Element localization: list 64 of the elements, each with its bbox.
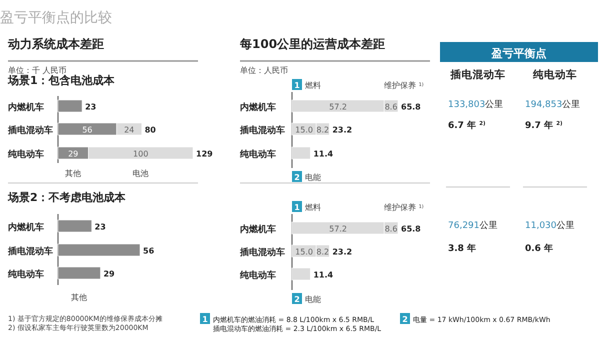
text: 9.7 年 $^{2)}$ xyxy=(525,120,562,131)
series-label: 电池 xyxy=(132,169,149,178)
data-label: 57.2 xyxy=(329,224,347,234)
data-label: 8.2 xyxy=(316,126,330,134)
data-label: 29 xyxy=(103,270,116,278)
text: 11,030公里 xyxy=(525,220,574,231)
data-label: 57.2 xyxy=(329,102,347,112)
y-tick-label: 纯电动车 xyxy=(7,269,44,280)
data-label: 56 xyxy=(143,246,155,256)
y-tick-label: 插电混动车 xyxy=(7,246,53,257)
y-tick-label: 纯电动车 xyxy=(239,149,276,160)
bar xyxy=(292,146,311,160)
chart-title: 动力系统成本差距 xyxy=(7,37,104,51)
chart-title: 场景2：不考虑电池成本 xyxy=(7,191,127,204)
data-label: 15.0 xyxy=(295,126,313,134)
y-tick-label: 插电混动车 xyxy=(239,125,285,136)
text: 194,853公里 xyxy=(525,99,580,110)
y-tick-label: 内燃机车 xyxy=(240,102,276,113)
text: 单位：人民币 xyxy=(240,66,288,75)
text: 盈亏平衡点 xyxy=(490,47,546,60)
category-label: 纯电动车 xyxy=(532,68,577,81)
series-label: 其他 xyxy=(71,293,88,302)
total-label: 11.4 xyxy=(313,270,334,280)
data-label: 15.0 xyxy=(295,248,313,256)
text: 6.7 年 $^{2)}$ xyxy=(448,120,486,131)
total-label: 11.4 xyxy=(313,150,334,158)
data-label: 8.6 xyxy=(384,224,398,234)
data-label: 56 xyxy=(82,126,92,134)
text: 单位：千 人民币 xyxy=(8,66,67,75)
data-label: 8.2 xyxy=(316,248,330,256)
total-label: 23.2 xyxy=(332,248,352,256)
bar xyxy=(292,268,311,280)
series-label: 2 电能 xyxy=(294,173,321,182)
chart-title: 每100公里的运营成本差距 xyxy=(239,37,386,51)
text: 0.6 年 xyxy=(525,243,554,254)
total-label: 65.8 xyxy=(401,102,422,112)
text: 盈亏平衡点的比较 xyxy=(0,10,112,26)
total-label: 129 xyxy=(196,150,214,158)
y-tick-label: 内燃机车 xyxy=(8,102,44,113)
data-label: 8.6 xyxy=(384,102,398,112)
series-label: 1 燃料 xyxy=(294,81,321,90)
y-tick-label: 纯电动车 xyxy=(7,149,44,160)
y-tick-label: 插电混动车 xyxy=(239,247,285,258)
y-tick-label: 内燃机车 xyxy=(240,224,276,235)
series-label: 1 燃料 xyxy=(294,203,321,212)
data-label: 23 xyxy=(94,222,106,232)
chart-subtitle: 场景1：包含电池成本 xyxy=(7,74,116,87)
text: 133,803公里 xyxy=(448,99,504,110)
y-tick-label: 纯电动车 xyxy=(239,270,276,281)
text: 76,291公里 xyxy=(448,220,498,231)
total-label: 23.2 xyxy=(332,126,352,134)
bar xyxy=(58,100,82,112)
y-tick-label: 插电混动车 xyxy=(7,125,53,136)
category-label: 插电混动车 xyxy=(450,68,506,81)
total-label: 65.8 xyxy=(401,224,422,234)
text: 3.8 年 xyxy=(448,243,476,254)
series-label: 2 电能 xyxy=(294,295,321,304)
total-label: 80 xyxy=(144,126,156,134)
data-label: 100 xyxy=(133,150,148,158)
data-label: 29 xyxy=(68,150,78,158)
total-label: 23 xyxy=(85,102,96,112)
series-label: 其他 xyxy=(65,169,82,178)
y-tick-label: 内燃机车 xyxy=(8,222,44,233)
data-label: 24 xyxy=(124,126,134,134)
